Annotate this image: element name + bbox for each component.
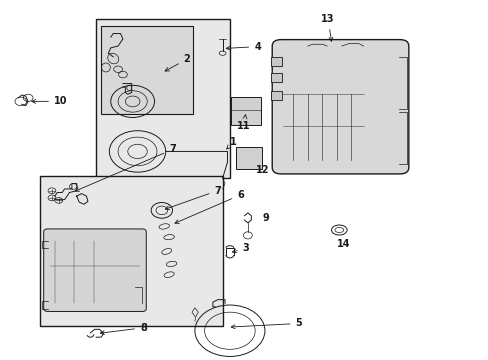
Text: 6: 6 (175, 190, 244, 224)
Text: 11: 11 (237, 115, 250, 131)
Text: 3: 3 (232, 243, 249, 253)
Text: 13: 13 (321, 14, 334, 41)
Text: 7: 7 (75, 144, 176, 191)
Text: 4: 4 (226, 42, 261, 51)
Bar (236, 147, 261, 169)
Bar (271, 57, 282, 66)
Text: 12: 12 (256, 165, 269, 175)
Bar (40, 176, 222, 327)
Bar (230, 97, 261, 125)
Bar (271, 73, 282, 82)
Text: 7: 7 (165, 185, 221, 210)
Text: 10: 10 (32, 96, 67, 106)
Text: 5: 5 (231, 319, 302, 329)
FancyBboxPatch shape (272, 40, 408, 174)
Text: 1: 1 (226, 138, 236, 149)
Text: 2: 2 (165, 54, 190, 71)
Text: 14: 14 (336, 239, 350, 249)
Text: 8: 8 (100, 323, 146, 334)
Bar (101, 26, 193, 114)
Bar (96, 19, 229, 178)
Text: 9: 9 (263, 213, 269, 223)
FancyBboxPatch shape (43, 229, 146, 311)
Bar (271, 91, 282, 100)
